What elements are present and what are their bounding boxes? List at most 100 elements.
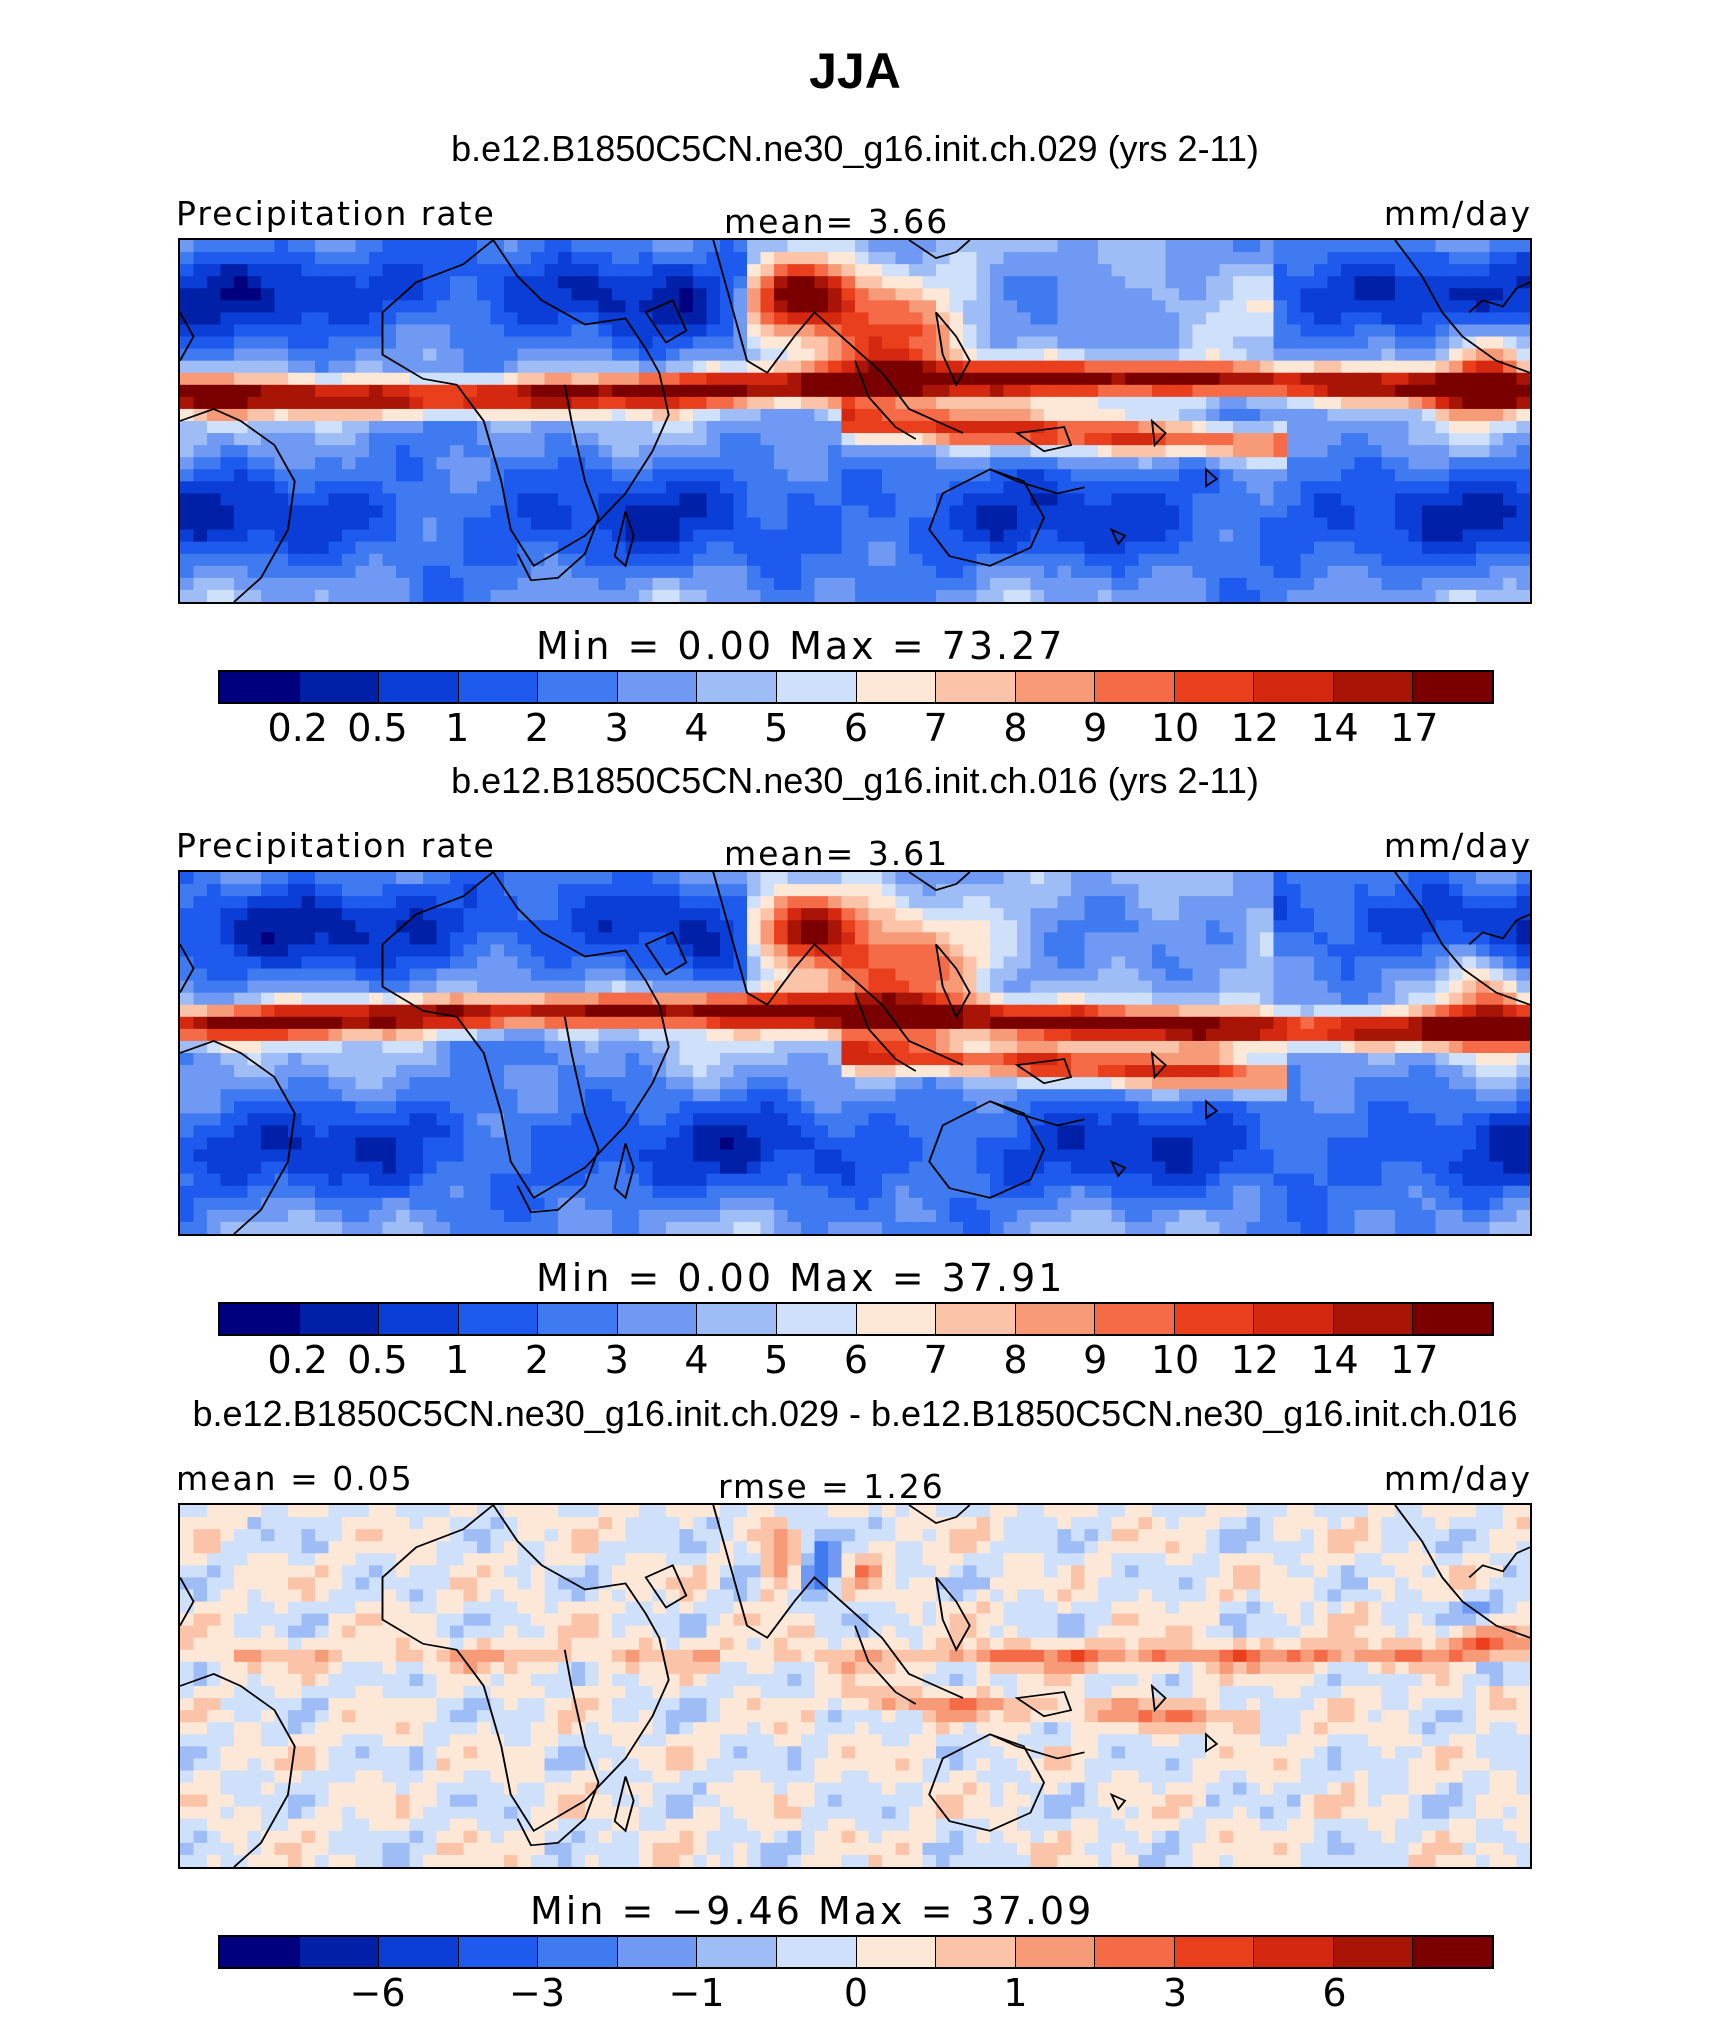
colorbar — [218, 1302, 1494, 1336]
coastline — [854, 1625, 917, 1705]
coastline — [516, 1016, 600, 1214]
colorbar-tick-label: 14 — [1310, 706, 1359, 750]
coastline — [712, 1505, 796, 1639]
colorbar-tick-label: 4 — [684, 1338, 709, 1382]
coastline — [516, 384, 600, 582]
colorbar-tick-label: 17 — [1390, 706, 1439, 750]
coastline — [908, 872, 971, 892]
coastline — [854, 360, 917, 440]
panel-case-title: b.e12.B1850C5CN.ne30_g16.init.ch.029 - b… — [192, 1393, 1518, 1434]
colorbar-tick-label: 7 — [923, 706, 948, 750]
panel-case-title: b.e12.B1850C5CN.ne30_g16.init.ch.029 (yr… — [451, 128, 1259, 169]
colorbar-swatch — [936, 672, 1016, 702]
panel-min-max-label: Min = −9.46 Max = 37.09 — [530, 1889, 1095, 1933]
coastline — [1109, 1159, 1127, 1178]
colorbar-swatch — [697, 1304, 777, 1334]
colorbar-tick-label: 8 — [1003, 1338, 1028, 1382]
colorbar-swatch — [697, 672, 777, 702]
coastline — [989, 1100, 1085, 1127]
colorbar-swatch — [1413, 1937, 1492, 1967]
colorbar-tick-label: 3 — [604, 706, 629, 750]
colorbar — [218, 1935, 1494, 1969]
coastline — [908, 1505, 971, 1525]
colorbar-swatch — [936, 1937, 1016, 1967]
colorbar-swatch — [220, 1304, 300, 1334]
coastline — [928, 1733, 1046, 1832]
colorbar-swatch — [299, 1304, 380, 1334]
panel-units-label: mm/day — [1383, 194, 1532, 233]
coastline — [1468, 913, 1530, 945]
colorbar-tick-label: 10 — [1150, 706, 1200, 750]
panel-rmse-label: rmse = 1.26 — [718, 1467, 945, 1506]
colorbar-swatch — [458, 1304, 539, 1334]
coastline — [516, 1649, 600, 1847]
colorbar-tick-label: 0.2 — [267, 706, 328, 750]
coastline — [180, 944, 195, 994]
colorbar-tick-label: 2 — [524, 706, 550, 750]
colorbar-swatch — [697, 1937, 777, 1967]
panel-min-max-label: Min = 0.00 Max = 73.27 — [536, 624, 1066, 668]
colorbar-swatch — [1254, 672, 1334, 702]
difference-field — [180, 1505, 1530, 1867]
coastline — [180, 312, 195, 362]
colorbar-tick-label: 7 — [923, 1338, 948, 1382]
precipitation-field — [180, 872, 1530, 1234]
coastline — [381, 872, 670, 1200]
coastline — [1468, 281, 1530, 313]
colorbar-swatch — [1413, 1304, 1492, 1334]
colorbar-swatch — [1174, 672, 1255, 702]
coastline — [1014, 1691, 1073, 1718]
colorbar-swatch — [220, 1937, 300, 1967]
coastline — [381, 1505, 670, 1833]
colorbar-swatch — [1015, 1937, 1096, 1967]
colorbar — [218, 670, 1494, 704]
coastline — [613, 1143, 635, 1200]
colorbar-swatch — [776, 1304, 857, 1334]
colorbar-tick-label: 6 — [843, 706, 869, 750]
colorbar-swatch — [776, 1937, 857, 1967]
coastline — [613, 511, 635, 568]
colorbar-tick-label: 5 — [764, 1338, 789, 1382]
colorbar-tick-label: 2 — [524, 1338, 550, 1382]
coastline — [1109, 527, 1127, 546]
coastline — [908, 240, 971, 260]
colorbar-tick-label: 6 — [843, 1338, 869, 1382]
panel-map — [178, 238, 1532, 604]
colorbar-swatch — [1413, 672, 1492, 702]
precipitation-field — [180, 240, 1530, 602]
coastline — [613, 1776, 635, 1833]
coastline — [989, 1733, 1085, 1760]
colorbar-swatch — [936, 1304, 1016, 1334]
coastline — [644, 931, 688, 976]
coastline — [793, 943, 964, 1066]
colorbar-swatch — [220, 672, 300, 702]
coastline — [644, 299, 688, 344]
coastline — [712, 872, 796, 1006]
panel-map — [178, 870, 1532, 1236]
coastline — [180, 1040, 296, 1234]
colorbar-tick-label: 0 — [843, 1971, 869, 2015]
colorbar-swatch — [1254, 1937, 1334, 1967]
coastline — [1150, 1683, 1167, 1713]
coastline — [928, 468, 1046, 567]
colorbar-tick-label: −1 — [668, 1971, 725, 2015]
colorbar-swatch — [1174, 1937, 1255, 1967]
figure-title: JJA — [809, 43, 901, 99]
colorbar-tick-label: 14 — [1310, 1338, 1359, 1382]
panel-variable-label: Precipitation rate — [176, 826, 496, 865]
coastline — [712, 240, 796, 374]
coastline — [935, 1576, 971, 1652]
colorbar-swatch — [1254, 1304, 1334, 1334]
coastline — [928, 1100, 1046, 1199]
colorbar-tick-label: 5 — [764, 706, 789, 750]
colorbar-tick-label: 1 — [445, 1338, 470, 1382]
coastline — [989, 468, 1085, 495]
colorbar-tick-label: −6 — [349, 1971, 406, 2015]
colorbar-tick-label: 12 — [1230, 1338, 1279, 1382]
colorbar-swatch — [1095, 1937, 1175, 1967]
colorbar-swatch — [1333, 1937, 1414, 1967]
coastline — [1394, 240, 1530, 374]
coastline — [180, 408, 296, 602]
colorbar-tick-label: 4 — [684, 706, 709, 750]
colorbar-swatch — [538, 1304, 618, 1334]
